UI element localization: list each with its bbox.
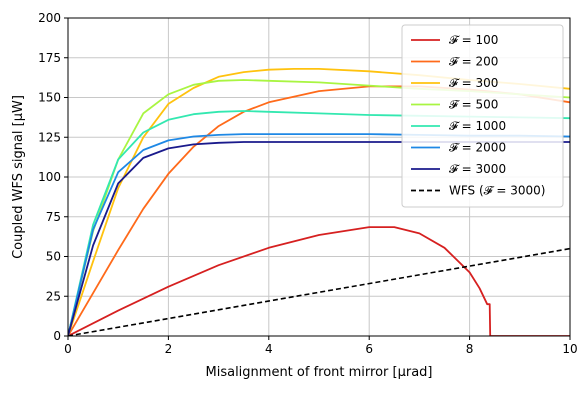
x-tick-label-1: 2 xyxy=(165,342,173,356)
y-tick-label-1: 25 xyxy=(46,289,61,303)
x-tick-label-5: 10 xyxy=(562,342,577,356)
y-tick-label-5: 125 xyxy=(38,130,61,144)
legend-label-7: WFS (𝓕 = 3000) xyxy=(449,184,545,198)
y-tick-label-8: 200 xyxy=(38,11,61,25)
y-tick-label-0: 0 xyxy=(53,329,61,343)
x-tick-label-4: 8 xyxy=(466,342,474,356)
legend-label-5: 𝓕 = 2000 xyxy=(449,141,506,155)
y-tick-label-3: 75 xyxy=(46,210,61,224)
legend-label-3: 𝓕 = 500 xyxy=(449,98,498,112)
y-tick-label-2: 50 xyxy=(46,250,61,264)
y-tick-label-6: 150 xyxy=(38,91,61,105)
x-tick-label-3: 6 xyxy=(365,342,373,356)
x-axis-label: Misalignment of front mirror [μrad] xyxy=(206,365,433,380)
x-tick-label-0: 0 xyxy=(64,342,72,356)
legend: 𝓕 = 100 𝓕 = 200 𝓕 = 300 𝓕 = 500 𝓕 = 1000 𝓕 = … xyxy=(401,24,564,208)
y-axis-label: Coupled WFS signal [μW] xyxy=(11,95,26,259)
series-line-7 xyxy=(68,247,570,336)
legend-label-1: 𝓕 = 200 xyxy=(449,55,498,69)
y-tick-label-7: 175 xyxy=(38,51,61,65)
legend-label-2: 𝓕 = 300 xyxy=(449,76,498,90)
legend-label-4: 𝓕 = 1000 xyxy=(449,119,506,133)
y-tick-label-4: 100 xyxy=(38,170,61,184)
legend-label-0: 𝓕 = 100 xyxy=(449,33,498,47)
legend-box xyxy=(401,24,564,208)
legend-label-6: 𝓕 = 3000 xyxy=(449,162,506,176)
series-line-0 xyxy=(68,226,570,336)
x-tick-label-2: 4 xyxy=(265,342,273,356)
